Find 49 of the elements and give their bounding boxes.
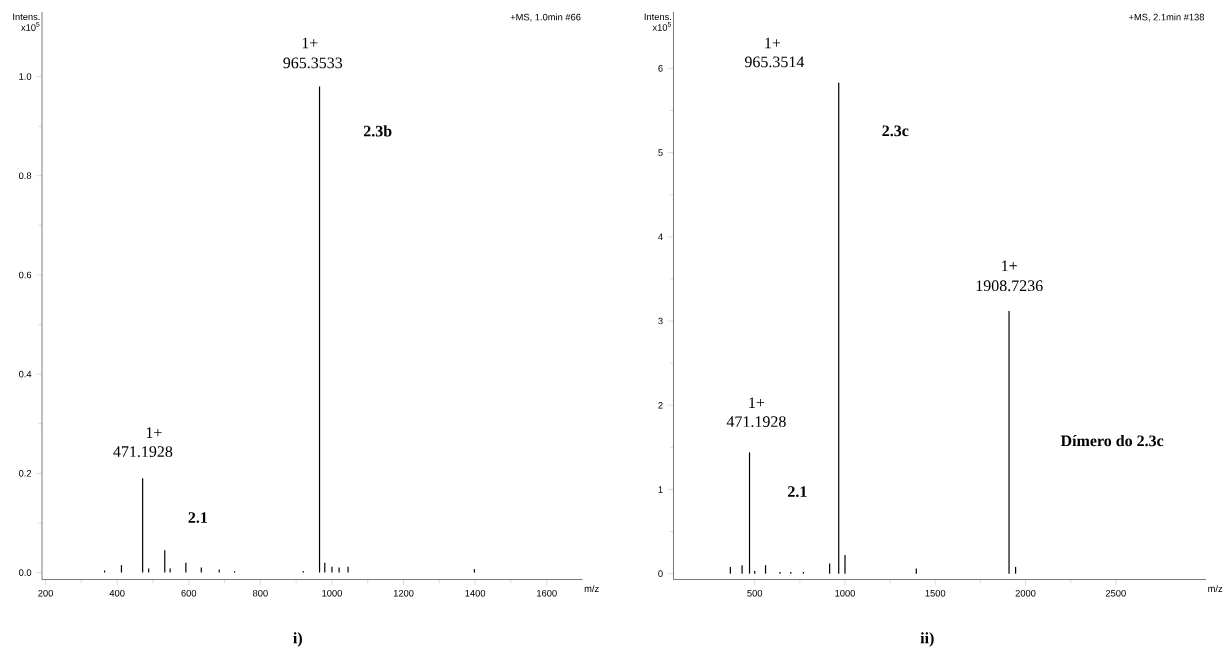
x-tick-label: 200 [38,589,53,597]
x-tick-label: 500 [747,589,763,597]
x-axis-title: m/z [584,584,599,592]
annotation: 1+ [146,427,162,438]
x-tick-label: 600 [181,589,197,597]
annotation: 965.3514 [744,56,805,68]
annotation: Dímero do 2.3c [1060,434,1164,447]
chart-subtitle: +MS, 1.0min #66 [510,13,581,22]
y-tick-label: 4 [658,233,663,240]
y-tick-label: 5 [658,149,663,156]
text: ii) [920,632,934,647]
x-tick-label: 1000 [322,589,342,597]
x-tick-label: 1200 [393,589,414,597]
x-tick-label: 400 [109,589,125,597]
annotation: 965.3533 [283,57,343,69]
annotation: 1908.7236 [976,280,1043,291]
annotation: 1+ [1002,260,1017,271]
y-tick-label: 0.6 [18,271,32,278]
chart-subtitle: +MS, 2.1min #138 [1128,13,1205,22]
x-tick-label: 800 [252,589,268,597]
x-tick-label: 2500 [1105,589,1126,597]
x-tick-label: 1400 [465,589,486,597]
x-tick-label: 1600 [537,589,557,597]
x-tick-label: 1000 [835,589,855,597]
y-tick-label: 1.0 [19,72,32,80]
y-tick-label: 0.8 [18,172,32,179]
y-axis-title: Intens. x10$^{5}$ [644,13,672,31]
annotation: 1+ [302,37,318,48]
y-tick-label: 2 [658,401,663,409]
annotation: 471.1928 [726,415,786,427]
annotation: 471.1928 [113,445,173,457]
y-tick-label: 0.0 [18,569,32,576]
annotation: 1+ [765,37,781,48]
x-tick-label: 1500 [925,589,946,597]
annotation: 2.1 [188,511,208,523]
y-tick-label: 0.4 [18,370,32,378]
y-tick-label: 0 [658,570,663,577]
y-tick-label: 0.2 [18,469,32,477]
annotation: 2.1 [788,485,807,497]
annotation: 2.3c [882,125,909,137]
y-axis-title: Intens. x10$^{5}$ [13,13,40,31]
y-tick-label: 3 [658,317,663,325]
text: i) [293,632,302,647]
x-tick-label: 2000 [1015,589,1036,597]
annotation: 2.3b [363,124,392,137]
y-tick-label: 6 [658,64,663,72]
annotation: 1+ [749,397,765,408]
x-axis-title: m/z [1208,584,1223,592]
y-tick-label: 1 [658,485,663,493]
